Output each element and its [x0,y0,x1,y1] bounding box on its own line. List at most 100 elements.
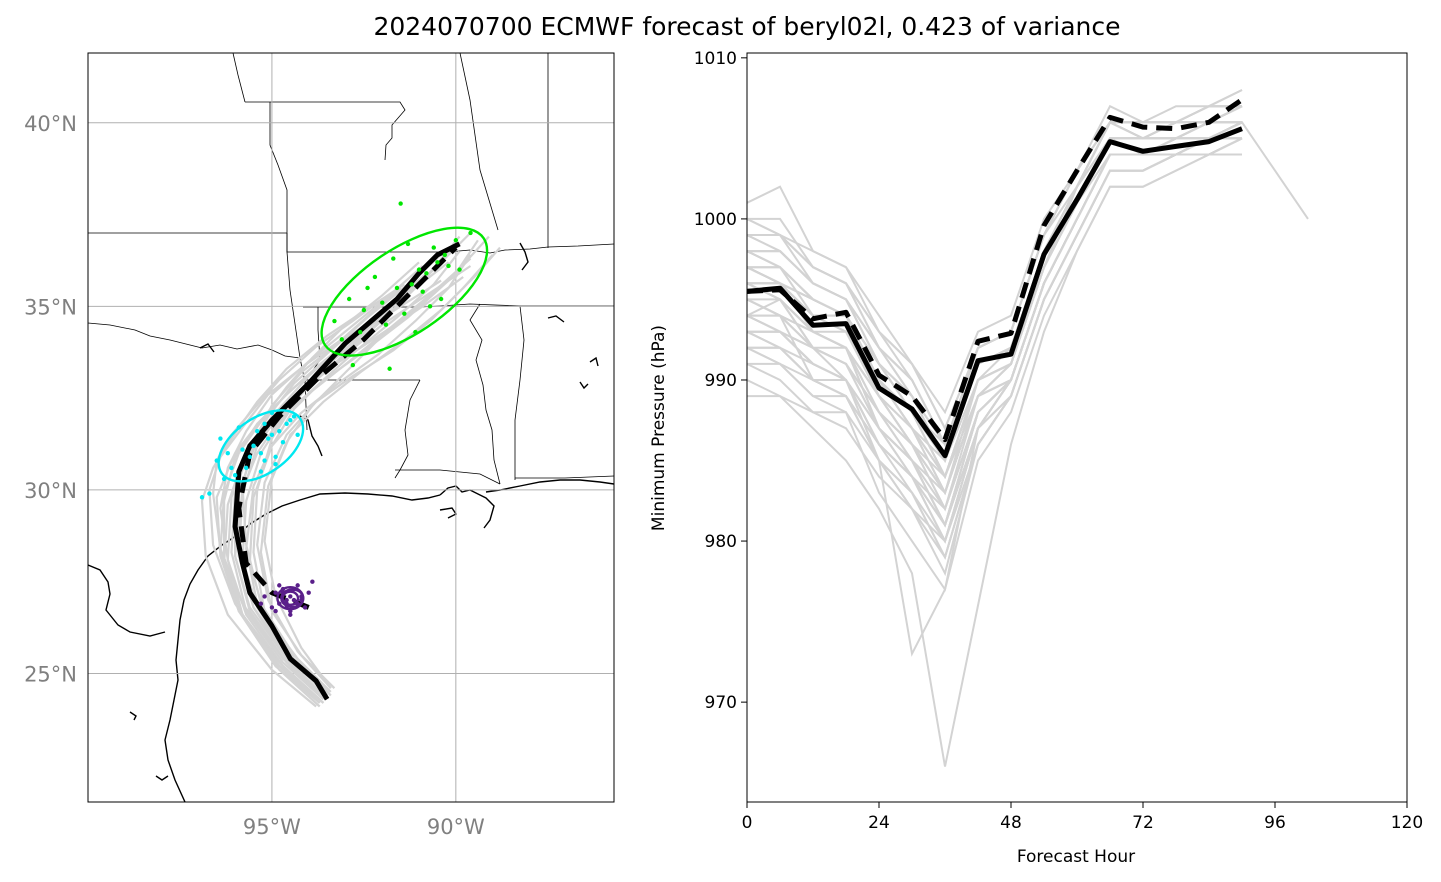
figure-title: 2024070700 ECMWF forecast of beryl02l, 0… [373,12,1121,41]
mean-tracks [232,241,461,701]
coastline-segment [519,242,529,271]
ensemble-pressure-line [747,105,1242,447]
ensemble-pressure-line [747,89,1243,431]
position-point [357,329,363,335]
state-border [269,102,288,252]
position-point [468,230,473,236]
state-border [459,53,499,231]
position-point [402,311,407,316]
position-point [394,285,400,291]
position-point [291,414,297,419]
position-point [258,469,264,474]
position-point [361,307,367,313]
position-point [391,256,396,261]
position-point [427,304,433,309]
state-border [395,469,501,485]
position-point [398,201,403,206]
map-tick-labels: 95°W 90°W 25°N 30°N 35°N 40°N [24,112,485,839]
position-point [291,597,297,603]
x-tick-label: 24 [868,813,890,833]
state-border [394,379,421,479]
state-border [469,303,501,485]
position-point [269,605,275,610]
position-point [442,252,447,258]
position-point [383,322,389,327]
coastline-segment [129,711,137,721]
ensemble-pressure-lines [747,89,1309,767]
position-points [199,201,473,617]
position-point [273,608,278,614]
state-border [245,101,406,161]
map-lat-tick-label: 25°N [24,662,77,686]
map-basemap [88,53,614,802]
ensemble-track [237,246,454,697]
position-point [273,462,278,467]
ensemble-pressure-line [747,105,1243,447]
x-tick-label: 48 [1000,813,1022,833]
position-point [243,465,249,471]
position-point [288,612,293,617]
x-tick-label: 120 [1391,813,1423,833]
position-point [453,238,459,243]
position-point [255,428,260,434]
uncertainty-ellipse [281,590,300,607]
coastline-segment [439,507,458,519]
pressure-y-axis-label: Minimum Pressure (hPa) [649,325,669,531]
position-point [262,594,267,599]
position-point [251,443,256,449]
coastline-segment [88,564,166,637]
position-point [199,495,205,500]
map-lat-tick-label: 30°N [24,479,77,503]
position-point [339,337,345,342]
position-point [232,473,238,478]
position-point [284,597,289,603]
position-point [207,491,212,496]
position-point [277,428,282,434]
track-map-panel: 95°W 90°W 25°N 30°N 35°N 40°N [24,52,615,839]
position-point [416,267,422,272]
state-border [232,53,246,103]
y-tick-label: 980 [705,532,737,552]
position-point [295,432,300,438]
position-point [380,300,385,305]
pressure-panel: 0 24 48 72 96 120 970 980 990 1000 1010 Forecast H… [649,49,1423,867]
coastline-segment [485,479,614,493]
position-point [229,465,234,471]
position-point [262,458,267,463]
position-point [258,451,264,456]
position-point [438,296,444,302]
x-tick-label: 96 [1264,813,1286,833]
position-point [420,289,425,294]
x-tick-label: 72 [1132,813,1154,833]
position-point [288,594,293,599]
pressure-ticks: 0 24 48 72 96 120 970 980 990 1000 1010 [694,49,1423,833]
map-frame [87,52,615,803]
y-tick-label: 1000 [694,210,737,230]
state-border [514,305,525,480]
coastline-segment [547,315,565,323]
position-point [372,274,378,280]
position-point [446,263,451,269]
position-point [277,583,282,588]
uncertainty-ellipse [320,226,489,357]
uncertainty-ellipse [217,409,305,483]
position-point [258,601,264,606]
pressure-x-axis-label: Forecast Hour [1017,847,1135,867]
state-border [286,251,301,359]
pressure-frame [746,52,1408,803]
state-borders [88,53,614,485]
position-point [269,432,275,438]
ensemble-pressure-line [747,137,1243,577]
ensemble-pressure-line [747,121,1243,463]
position-point [431,245,436,250]
x-tick-label: 0 [742,813,753,833]
position-point [350,362,356,368]
position-point [409,282,414,287]
ensemble-pressure-line [747,105,1243,447]
ensemble-pressure-line [747,121,1242,463]
position-point [424,271,429,276]
position-point [306,590,311,595]
state-border [515,475,614,479]
coastline-segment [589,356,599,367]
